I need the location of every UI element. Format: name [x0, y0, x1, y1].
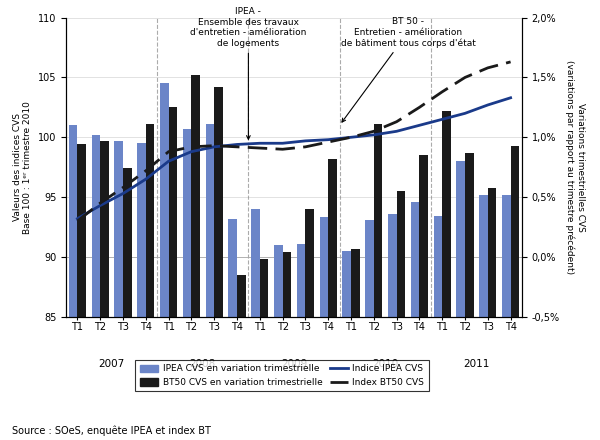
Indice IPEA CVS [325, 137, 332, 142]
Text: 2011: 2011 [463, 359, 490, 369]
Index BT50 CVS [370, 128, 377, 134]
Bar [442, 111, 451, 440]
Indice IPEA CVS [165, 158, 172, 164]
Bar [479, 195, 488, 440]
Bar [77, 144, 86, 440]
Bar [502, 195, 511, 440]
Index BT50 CVS [97, 201, 104, 206]
Bar [305, 209, 314, 440]
Text: BT 50 -
Entretien - amélioration
de bâtiment tous corps d'état: BT 50 - Entretien - amélioration de bâti… [341, 17, 475, 122]
Bar [137, 143, 146, 440]
Bar [115, 141, 123, 440]
Indice IPEA CVS [370, 132, 377, 138]
Bar [397, 191, 405, 440]
Bar [351, 249, 359, 440]
Indice IPEA CVS [142, 176, 149, 182]
Bar [488, 187, 496, 440]
Bar [320, 217, 328, 440]
Bar [191, 75, 200, 440]
Index BT50 CVS [188, 144, 195, 150]
Indice IPEA CVS [393, 128, 400, 134]
Bar [100, 141, 109, 440]
Bar [419, 155, 428, 440]
Indice IPEA CVS [279, 141, 286, 146]
Index BT50 CVS [233, 144, 241, 150]
Indice IPEA CVS [347, 135, 355, 140]
Bar [146, 124, 154, 440]
Text: IPEA -
Ensemble des travaux
d'entretien - amélioration
de logements: IPEA - Ensemble des travaux d'entretien … [190, 7, 307, 139]
Indice IPEA CVS [119, 191, 127, 196]
Index BT50 CVS [484, 65, 491, 70]
Line: Indice IPEA CVS: Indice IPEA CVS [77, 98, 511, 219]
Bar [123, 169, 131, 440]
Index BT50 CVS [416, 105, 423, 110]
Index BT50 CVS [325, 139, 332, 145]
Bar [214, 87, 223, 440]
Bar [206, 124, 214, 440]
Bar [465, 153, 473, 440]
Y-axis label: Variations trimestrielles CVS
(variations par rapport au trimestre précédent): Variations trimestrielles CVS (variation… [565, 60, 586, 274]
Index BT50 CVS [393, 119, 400, 125]
Indice IPEA CVS [74, 216, 81, 221]
Indice IPEA CVS [188, 149, 195, 154]
Index BT50 CVS [507, 59, 514, 65]
Bar [92, 135, 100, 440]
Bar [260, 259, 268, 440]
Index BT50 CVS [119, 185, 127, 190]
Index BT50 CVS [142, 168, 149, 173]
Line: Index BT50 CVS: Index BT50 CVS [77, 62, 511, 221]
Bar [374, 124, 382, 440]
Bar [237, 275, 245, 440]
Bar [457, 161, 465, 440]
Y-axis label: Valeurs des indices CVS
Base 100 : 1ᵉʳ trimestre 2010: Valeurs des indices CVS Base 100 : 1ᵉʳ t… [13, 101, 32, 234]
Index BT50 CVS [347, 135, 355, 140]
Bar [183, 129, 191, 440]
Index BT50 CVS [302, 144, 309, 150]
Indice IPEA CVS [416, 123, 423, 128]
Index BT50 CVS [279, 147, 286, 152]
Bar [328, 159, 337, 440]
Bar [434, 216, 442, 440]
Indice IPEA CVS [211, 144, 218, 150]
Text: Source : SOeS, enquête IPEA et index BT: Source : SOeS, enquête IPEA et index BT [12, 425, 211, 436]
Bar [411, 202, 419, 440]
Indice IPEA CVS [461, 111, 469, 116]
Indice IPEA CVS [439, 117, 446, 122]
Indice IPEA CVS [507, 95, 514, 100]
Legend: IPEA CVS en variation trimestrielle, BT50 CVS en variation trimestrielle, Indice: IPEA CVS en variation trimestrielle, BT5… [136, 360, 428, 392]
Text: 2009: 2009 [281, 359, 307, 369]
Text: 2008: 2008 [190, 359, 216, 369]
Bar [511, 146, 519, 440]
Text: 2007: 2007 [98, 359, 125, 369]
Index BT50 CVS [211, 143, 218, 148]
Index BT50 CVS [461, 75, 469, 80]
Bar [283, 252, 291, 440]
Bar [343, 251, 351, 440]
Index BT50 CVS [256, 145, 263, 150]
Index BT50 CVS [439, 89, 446, 95]
Bar [251, 209, 260, 440]
Bar [297, 244, 305, 440]
Text: 2010: 2010 [372, 359, 398, 369]
Indice IPEA CVS [256, 141, 263, 146]
Bar [160, 84, 169, 440]
Bar [274, 245, 283, 440]
Bar [229, 219, 237, 440]
Bar [365, 220, 374, 440]
Indice IPEA CVS [484, 103, 491, 108]
Indice IPEA CVS [233, 142, 241, 147]
Indice IPEA CVS [302, 138, 309, 143]
Bar [69, 125, 77, 440]
Index BT50 CVS [74, 218, 81, 224]
Bar [169, 107, 177, 440]
Indice IPEA CVS [97, 203, 104, 208]
Bar [388, 214, 397, 440]
Index BT50 CVS [165, 149, 172, 154]
